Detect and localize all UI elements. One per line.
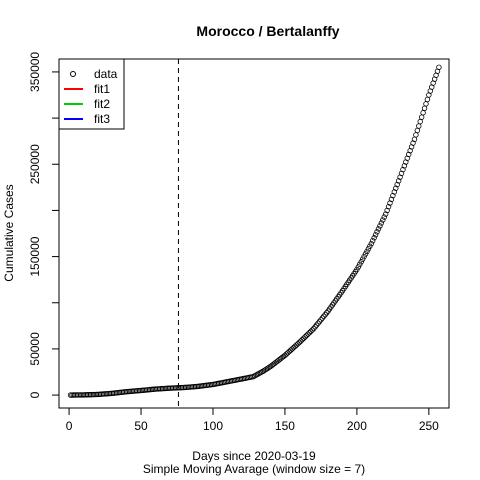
- data-point: [316, 318, 323, 325]
- data-point: [361, 253, 367, 260]
- data-point: [305, 331, 311, 337]
- y-tick-label: 150000: [28, 236, 42, 276]
- data-point: [357, 261, 363, 268]
- data-point: [380, 217, 386, 223]
- data-point: [388, 196, 395, 203]
- data-point: [375, 226, 382, 232]
- y-tick-label: 350000: [28, 52, 42, 92]
- x-tick-label: 0: [66, 419, 73, 433]
- data-point: [420, 110, 426, 116]
- data-point: [421, 105, 428, 112]
- y-tick-label: 50000: [28, 332, 42, 366]
- x-tick-label: 250: [419, 419, 439, 433]
- data-point: [365, 246, 372, 252]
- x-tick-label: 100: [203, 419, 223, 433]
- data-point: [414, 127, 421, 134]
- data-point: [319, 315, 326, 321]
- data-point: [424, 96, 431, 103]
- data-point: [355, 264, 362, 270]
- data-point: [313, 322, 320, 328]
- y-tick-label: 250000: [28, 144, 42, 184]
- data-point: [323, 310, 330, 316]
- chart-title: Morocco / Bertalanffy: [196, 23, 339, 39]
- x-axis-sublabel: Simple Moving Avarage (window size = 7): [143, 462, 365, 476]
- data-point: [312, 324, 318, 330]
- data-point: [263, 366, 269, 372]
- data-point: [303, 332, 310, 339]
- data-point: [296, 339, 303, 346]
- data-point: [387, 200, 393, 206]
- data-point: [385, 204, 392, 210]
- data-point: [423, 101, 429, 107]
- data-point: [364, 248, 370, 255]
- x-tick-label: 50: [134, 419, 148, 433]
- legend-label: fit2: [94, 97, 110, 111]
- data-point: [374, 229, 380, 235]
- data-point: [381, 214, 387, 220]
- data-point: [391, 189, 398, 195]
- data-point: [321, 313, 327, 320]
- data-point: [299, 336, 305, 343]
- data-point: [306, 330, 313, 336]
- data-point: [322, 311, 328, 318]
- data-point: [367, 243, 373, 249]
- data-point: [295, 341, 301, 347]
- data-point: [436, 64, 442, 71]
- x-tick-label: 150: [275, 419, 295, 433]
- data-point: [368, 240, 374, 247]
- legend-label: fit1: [94, 82, 110, 96]
- data-point: [372, 232, 379, 238]
- x-axis-label: Days since 2020-03-19: [192, 449, 316, 463]
- data-point: [377, 223, 383, 229]
- y-tick-label: 0: [28, 391, 42, 398]
- legend-marker: [70, 71, 76, 77]
- data-point: [390, 192, 396, 199]
- axes: 0 50 100 150 200 250 0 50000 150000 250000 350000: [28, 52, 439, 433]
- data-point: [416, 123, 422, 129]
- data-point: [370, 238, 376, 244]
- data-point: [309, 327, 315, 333]
- data-point: [260, 368, 267, 374]
- data-point: [262, 367, 268, 373]
- data-points: [67, 64, 442, 398]
- data-point: [382, 211, 389, 217]
- data-point: [393, 185, 399, 191]
- data-point: [308, 328, 314, 335]
- legend-label: data: [94, 67, 118, 81]
- y-axis-label: Cumulative Cases: [2, 184, 16, 281]
- data-point: [358, 259, 364, 265]
- x-tick-label: 200: [347, 419, 367, 433]
- data-point: [318, 317, 324, 323]
- data-point: [418, 114, 425, 120]
- legend-box: [58, 58, 125, 130]
- data-point: [362, 251, 369, 257]
- data-point: [378, 220, 385, 226]
- data-point: [394, 181, 400, 188]
- data-point: [300, 335, 307, 341]
- data-point: [384, 207, 390, 214]
- data-point: [298, 338, 304, 344]
- data-point: [359, 256, 366, 262]
- data-point: [311, 325, 317, 332]
- data-point: [371, 235, 377, 241]
- data-point: [395, 178, 402, 184]
- data-point: [417, 118, 423, 125]
- data-point: [413, 132, 419, 138]
- data-point: [302, 334, 308, 340]
- data-point: [354, 266, 360, 273]
- data-point: [264, 365, 271, 371]
- data-point: [315, 320, 321, 327]
- legend-label: fit3: [94, 112, 110, 126]
